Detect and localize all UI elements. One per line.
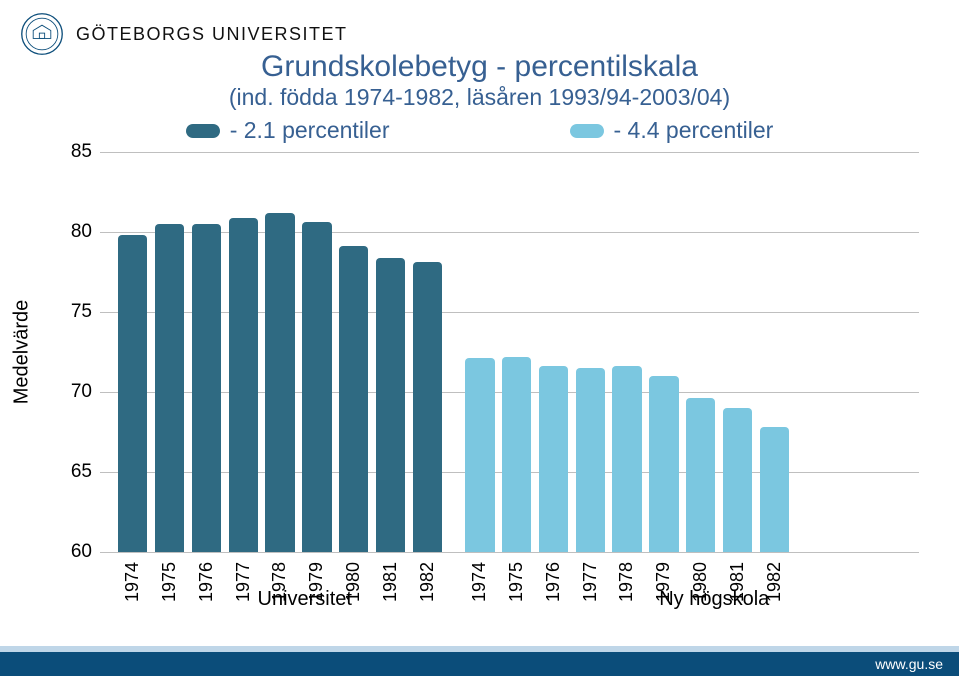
bar — [265, 213, 294, 552]
y-tick-label: 80 — [71, 221, 92, 243]
y-tick-label: 60 — [71, 541, 92, 563]
bar — [760, 427, 789, 552]
bar — [539, 366, 568, 552]
bar — [192, 224, 221, 552]
legend-label: - 2.1 percentiler — [230, 117, 390, 144]
bar — [649, 376, 678, 552]
category-label: Universitet — [100, 588, 510, 611]
bar — [155, 224, 184, 552]
bar — [723, 408, 752, 552]
y-tick-label: 70 — [71, 381, 92, 403]
footer-url: www.gu.se — [875, 656, 943, 672]
university-logo-icon — [20, 12, 64, 56]
bar — [465, 358, 494, 552]
bar — [302, 222, 331, 552]
bars-container — [100, 152, 919, 552]
bar — [413, 262, 442, 552]
bar — [686, 398, 715, 552]
bar — [502, 357, 531, 552]
chart-legend: - 2.1 percentiler - 4.4 percentiler — [0, 117, 959, 144]
y-tick-label: 85 — [71, 141, 92, 163]
bar — [339, 246, 368, 552]
slide-header: GÖTEBORGS UNIVERSITET — [0, 0, 959, 56]
footer-bar: www.gu.se — [0, 646, 959, 676]
category-label: Ny högskola — [510, 588, 920, 611]
legend-item: - 2.1 percentiler — [186, 117, 390, 144]
chart-title: Grundskolebetyg - percentilskala — [0, 50, 959, 84]
legend-item: - 4.4 percentiler — [570, 117, 774, 144]
plot-area: 606570758085 — [100, 152, 919, 552]
bar — [118, 235, 147, 552]
y-tick-label: 65 — [71, 461, 92, 483]
bar — [612, 366, 641, 552]
legend-swatch-icon — [570, 124, 604, 138]
gridline — [100, 552, 919, 553]
bar — [376, 258, 405, 552]
chart-area: Medelvärde 606570758085 1974197519761977… — [70, 152, 919, 552]
bar — [229, 218, 258, 552]
category-labels: UniversitetNy högskola — [100, 588, 919, 611]
legend-swatch-icon — [186, 124, 220, 138]
university-name: GÖTEBORGS UNIVERSITET — [76, 24, 348, 45]
chart-subtitle: (ind. födda 1974-1982, läsåren 1993/94-2… — [0, 84, 959, 111]
chart-title-block: Grundskolebetyg - percentilskala (ind. f… — [0, 50, 959, 111]
legend-label: - 4.4 percentiler — [614, 117, 774, 144]
y-axis-label: Medelvärde — [11, 300, 34, 405]
bar — [576, 368, 605, 552]
y-tick-label: 75 — [71, 301, 92, 323]
